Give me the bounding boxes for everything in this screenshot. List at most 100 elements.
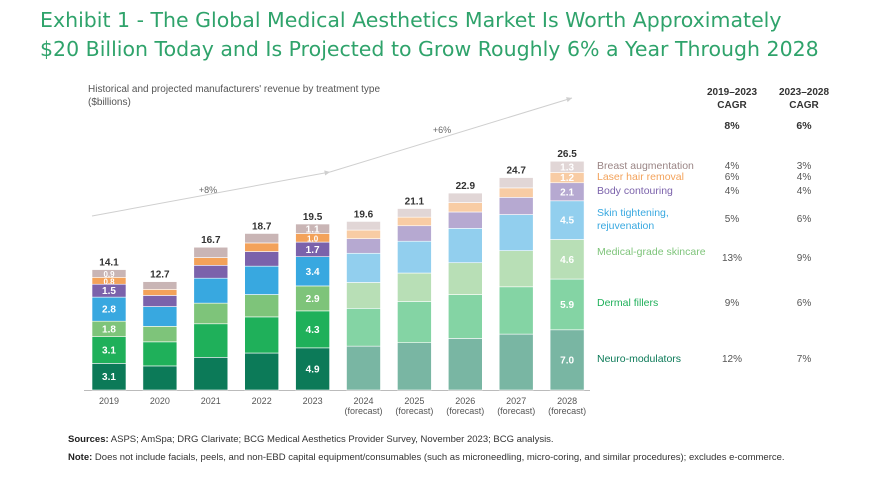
- chart-subtitle: Historical and projected manufacturers' …: [88, 84, 381, 108]
- bar-segment-2025-6: [397, 208, 432, 218]
- cagr-2023-2028-value: 6%: [796, 298, 812, 310]
- data-label-2028-1: 5.9: [560, 300, 574, 311]
- growth-arrow-2023-2028-head: [566, 97, 572, 103]
- bar-segment-2024-6: [346, 221, 381, 231]
- title-line-1: Exhibit 1 - The Global Medical Aesthetic…: [40, 8, 782, 32]
- cagr-total-2019-2023: 8%: [724, 120, 740, 132]
- data-label-2028-4: 2.1: [560, 187, 574, 198]
- x-tick-sublabel-2025: (forecast): [395, 406, 433, 416]
- bar-segment-2021-4: [193, 264, 229, 279]
- cagr-2019-2023-value: 12%: [721, 353, 742, 365]
- bar-segment-2021-3: [193, 277, 229, 304]
- bar-segment-2027-5: [498, 187, 534, 198]
- cagr-header-2019-2023: 2019–2023 CAGR: [706, 87, 758, 111]
- total-label-2025: 21.1: [405, 197, 425, 208]
- cagr-2023-2028-value: 3%: [796, 160, 812, 172]
- bar-segment-2026-1: [447, 294, 483, 339]
- data-label-2019-0: 3.1: [102, 372, 116, 383]
- sources-note: Sources: ASPS; AmSpa; DRG Clarivate; BCG…: [68, 434, 848, 446]
- bar-segment-2021-0: [193, 357, 229, 391]
- data-label-2028-3: 4.5: [560, 216, 574, 227]
- cagr-2023-2028-value: 7%: [796, 353, 812, 365]
- total-label-2024: 19.6: [354, 209, 374, 220]
- total-label-2027: 24.7: [506, 166, 526, 177]
- x-tick-label-2026: 2026: [455, 396, 475, 406]
- x-tick-sublabel-2027: (forecast): [497, 406, 535, 416]
- cagr-2023-2028-value: 9%: [796, 253, 812, 265]
- bar-segment-2026-0: [447, 338, 483, 391]
- x-tick-label-2027: 2027: [506, 396, 526, 406]
- x-tick-label-2025: 2025: [404, 396, 424, 406]
- bar-segment-2020-6: [142, 281, 178, 290]
- bar-segment-2024-0: [346, 345, 381, 391]
- bar-segment-2028-3: [549, 200, 585, 240]
- bar-segment-2027-1: [498, 286, 534, 335]
- growth-arrow-2019-2023-head: [324, 170, 330, 176]
- x-tick-label-2028: 2028: [557, 396, 577, 406]
- bar-segment-2019-6: [91, 269, 127, 278]
- cagr-header-2023-2028: 2023–2028 CAGR: [778, 87, 830, 111]
- bar-segment-2028-1: [549, 278, 585, 331]
- bar-segment-2024-4: [346, 238, 381, 254]
- bar-segment-2027-4: [498, 197, 534, 215]
- bar-segment-2022-0: [244, 352, 279, 391]
- total-label-2020: 12.7: [150, 270, 170, 281]
- bar-segment-2025-1: [397, 301, 432, 344]
- bar-segment-2020-1: [142, 341, 178, 367]
- x-tick-sublabel-2028: (forecast): [548, 406, 586, 416]
- data-label-2019-1: 3.1: [102, 346, 116, 357]
- growth-arrow-2019-2023-line: [91, 171, 331, 217]
- total-label-2021: 16.7: [201, 235, 221, 246]
- sources-text: ASPS; AmSpa; DRG Clarivate; BCG Medical …: [108, 434, 554, 445]
- bar-segment-2022-6: [244, 233, 279, 244]
- bar-segment-2022-2: [244, 294, 279, 318]
- bar-segment-2026-5: [447, 202, 483, 213]
- data-label-2023-0: 4.9: [306, 364, 320, 375]
- total-label-2023: 19.5: [303, 212, 323, 223]
- bar-segment-2027-2: [498, 250, 534, 288]
- legend-label-breast-augmentation: Breast augmentation: [597, 159, 694, 172]
- bar-segment-2021-2: [193, 302, 229, 325]
- data-label-2023-1: 4.3: [306, 325, 320, 336]
- bar-segment-2022-4: [244, 251, 279, 267]
- bar-segment-2028-6: [549, 160, 585, 173]
- bar-segment-2019-1: [91, 336, 127, 364]
- bar-segment-2027-0: [498, 333, 534, 391]
- bar-segment-2021-5: [193, 257, 229, 266]
- data-label-2023-3: 3.4: [306, 267, 320, 278]
- cagr-2019-2023-value: 13%: [721, 253, 742, 265]
- bar-segment-2025-4: [397, 225, 432, 242]
- bar-segment-2025-2: [397, 272, 432, 302]
- x-tick-label-2022: 2022: [252, 396, 272, 406]
- bar-segment-2026-6: [447, 192, 483, 203]
- title-line-2: $20 Billion Today and Is Projected to Gr…: [40, 37, 819, 61]
- data-label-2019-4: 1.5: [102, 286, 116, 297]
- bar-segment-2022-1: [244, 316, 279, 354]
- bar-segment-2025-3: [397, 240, 432, 274]
- cagr-total-2023-2028: 6%: [796, 120, 812, 132]
- data-label-2028-0: 7.0: [560, 355, 574, 366]
- bar-segment-2024-1: [346, 307, 381, 347]
- growth-label-2019-2023: +8%: [199, 185, 217, 195]
- cagr-2019-2023-value: 5%: [724, 214, 740, 226]
- legend-label-dermal-fillers: Dermal fillers: [597, 297, 659, 310]
- data-label-2023-6: 1.1: [306, 224, 320, 235]
- growth-arrow-2023-2028-line: [329, 97, 573, 173]
- cagr-2019-2023-value: 4%: [724, 185, 740, 197]
- total-label-2026: 22.9: [456, 181, 476, 192]
- bar-segment-2021-6: [193, 246, 229, 258]
- data-label-2019-2: 1.8: [102, 324, 116, 335]
- bar-segment-2024-5: [346, 229, 381, 239]
- bar-segment-2026-3: [447, 228, 483, 264]
- x-tick-label-2024: 2024: [353, 396, 373, 406]
- x-tick-label-2021: 2021: [201, 396, 221, 406]
- footnote: Note: Does not include facials, peels, a…: [68, 452, 848, 464]
- chart-title: Exhibit 1 - The Global Medical Aesthetic…: [40, 6, 870, 64]
- legend-label-skin-tightening-rejuvenation: Skin tightening, rejuvenation: [597, 207, 669, 233]
- data-label-2028-6: 1.3: [560, 162, 574, 173]
- bar-segment-2020-4: [142, 295, 178, 307]
- cagr-2023-2028-value: 4%: [796, 171, 812, 183]
- cagr-2023-2028-value: 4%: [796, 185, 812, 197]
- legend-label-laser-hair-removal: Laser hair removal: [597, 170, 684, 183]
- data-label-2019-6: 0.9: [103, 270, 115, 279]
